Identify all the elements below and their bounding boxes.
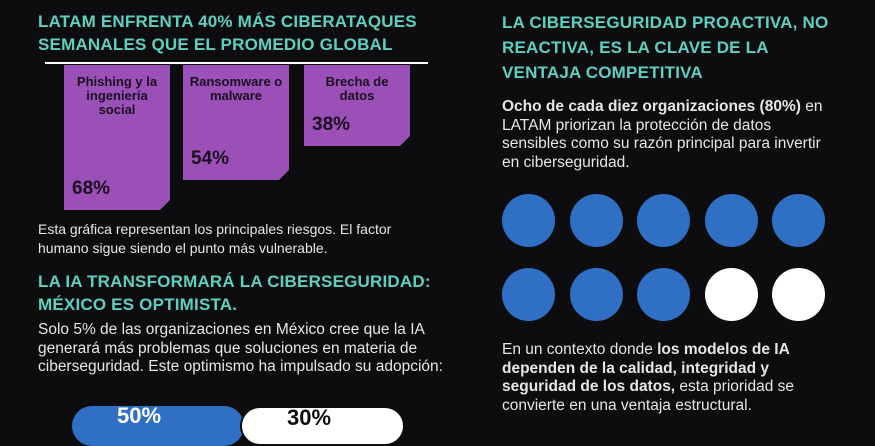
context-post: esta prioridad se convierte en una venta… <box>502 378 795 414</box>
bar-data-breach: Brecha de datos 38% <box>304 65 410 146</box>
adoption-pill-2: 30% <box>240 406 405 446</box>
dot-2 <box>570 194 623 247</box>
adoption-pill-1-value: 50% <box>117 403 162 428</box>
bar-phishing-label: Phishing y la ingeniería social <box>76 74 158 117</box>
context-bold: los modelos de IA dependen de la calidad… <box>502 341 790 395</box>
dot-8 <box>637 268 690 321</box>
proactive-heading: LA CIBERSEGURIDAD PROACTIVA, NO REACTIVA… <box>502 13 829 82</box>
dot-1 <box>502 194 555 247</box>
dot-7 <box>570 268 623 321</box>
stat-bold: Ocho de cada diez organizaciones (80%) <box>502 98 801 115</box>
chart-caption: Esta gráfica representan los principales… <box>38 221 392 256</box>
dot-6 <box>502 268 555 321</box>
bar-data-breach-label: Brecha de datos <box>325 74 389 103</box>
adoption-pill-2-value: 30% <box>287 405 332 430</box>
context-pre: En un contexto donde <box>502 341 658 358</box>
stat-paragraph: Ocho de cada diez organizaciones (80%) e… <box>502 98 832 172</box>
bar-phishing-value: 68% <box>72 178 111 199</box>
ai-paragraph: Solo 5% de las organizaciones en México … <box>38 321 443 375</box>
bar-data-breach-value: 38% <box>312 114 351 135</box>
bar-phishing: Phishing y la ingeniería social 68% <box>64 65 170 210</box>
bar-ransomware-value: 54% <box>191 148 230 169</box>
ai-heading: LA IA TRANSFORMARÁ LA CIBERSEGURIDAD: MÉ… <box>38 272 431 314</box>
stat-rest: en LATAM priorizan la protección de dato… <box>502 98 823 171</box>
dot-9 <box>705 268 758 321</box>
bar-ransomware-label: Ransomware o malware <box>189 74 283 103</box>
risks-heading: LATAM ENFRENTA 40% MÁS CIBERATAQUES SEMA… <box>38 12 417 54</box>
chart-baseline <box>45 62 428 64</box>
dot-10 <box>772 268 825 321</box>
dot-5 <box>772 194 825 247</box>
context-paragraph: En un contexto donde los modelos de IA d… <box>502 341 822 415</box>
bar-ransomware: Ransomware o malware 54% <box>183 65 289 180</box>
dot-4 <box>705 194 758 247</box>
dot-3 <box>637 194 690 247</box>
adoption-pill-1: 50% <box>72 403 244 446</box>
